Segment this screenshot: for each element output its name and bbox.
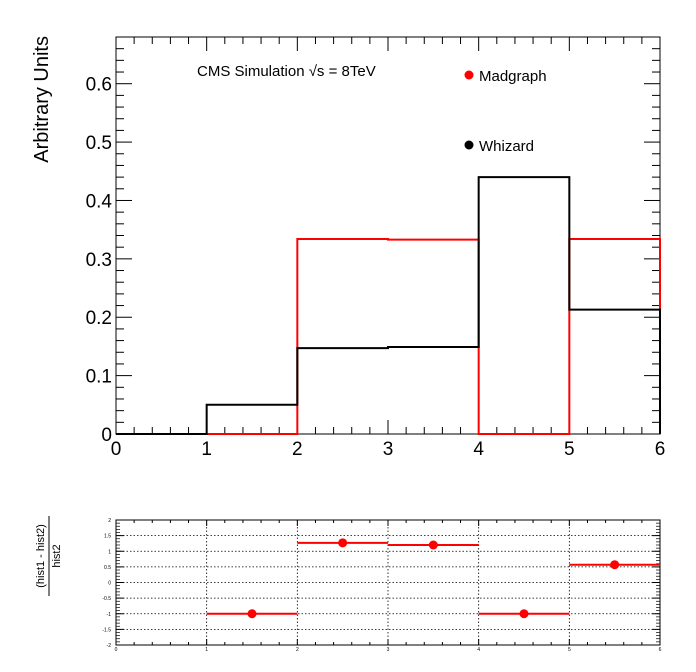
y-tick-label: 0.2 xyxy=(86,308,112,329)
ratio-point xyxy=(247,609,257,619)
ratio-y-tick-label: 0 xyxy=(108,581,111,587)
ratio-y-tick-label: -0.5 xyxy=(102,596,111,602)
x-tick-label: 5 xyxy=(564,439,575,460)
ratio-x-tick-label: 5 xyxy=(568,647,571,653)
histogram-whizard xyxy=(116,176,661,435)
y-tick-label: 0 xyxy=(101,425,112,446)
ratio-y-tick-label: -1.5 xyxy=(102,627,111,633)
ratio-y-tick-label: 1 xyxy=(108,549,111,555)
cms-simulation-label: CMS Simulation √s = 8TeV xyxy=(197,63,376,80)
y-axis-title: Arbitrary Units xyxy=(31,36,53,163)
ratio-ylabel-numerator: (hist1 - hist2) xyxy=(35,524,47,588)
y-tick-label: 0.6 xyxy=(86,75,112,96)
ratio-x-tick-label: 4 xyxy=(477,647,480,653)
plot-frame xyxy=(115,36,661,435)
ratio-plot: 0 1 2 3 4 5 6 -2 -1.5 -1 -0.5 0 0.5 1 1.5 2 (hist1 - his… xyxy=(35,516,662,653)
ratio-point xyxy=(338,538,348,548)
x-tick-label: 1 xyxy=(201,439,212,460)
legend-label-whizard: Whizard xyxy=(479,138,534,155)
ratio-y-tick-label: 0.5 xyxy=(104,565,111,571)
y-tick-label: 0.4 xyxy=(86,191,113,212)
ratio-ylabel-denominator: hist2 xyxy=(51,544,63,567)
ratio-x-tick-label: 0 xyxy=(115,647,118,653)
y-tick-label: 0.3 xyxy=(86,250,112,271)
ratio-point xyxy=(519,609,529,619)
x-tick-label: 3 xyxy=(383,439,394,460)
legend-marker-madgraph xyxy=(464,70,474,80)
ratio-y-tick-label: 2 xyxy=(108,518,111,524)
top-histogram-plot: 0 1 2 3 4 5 6 0 0.1 0.2 0.3 0.4 0.5 0.6 Arbitrary Unit… xyxy=(31,36,665,460)
ratio-x-tick-label: 3 xyxy=(387,647,390,653)
legend-label-madgraph: Madgraph xyxy=(479,68,547,85)
x-tick-label: 2 xyxy=(292,439,303,460)
x-tick-label: 6 xyxy=(655,439,666,460)
x-tick-label: 0 xyxy=(111,439,122,460)
ratio-point xyxy=(428,540,438,550)
x-tick-label: 4 xyxy=(473,439,484,460)
ratio-y-tick-label: -1 xyxy=(107,612,112,618)
y-tick-label: 0.5 xyxy=(86,133,112,154)
y-tick-label: 0.1 xyxy=(86,367,112,388)
ratio-y-tick-label: 1.5 xyxy=(104,534,111,540)
ratio-point xyxy=(610,560,620,570)
ratio-x-tick-label: 1 xyxy=(205,647,208,653)
histogram-madgraph xyxy=(116,238,661,435)
legend-marker-whizard xyxy=(464,140,474,150)
ratio-y-tick-label: -2 xyxy=(107,643,112,649)
ratio-x-tick-label: 6 xyxy=(659,647,662,653)
ratio-x-tick-label: 2 xyxy=(296,647,299,653)
